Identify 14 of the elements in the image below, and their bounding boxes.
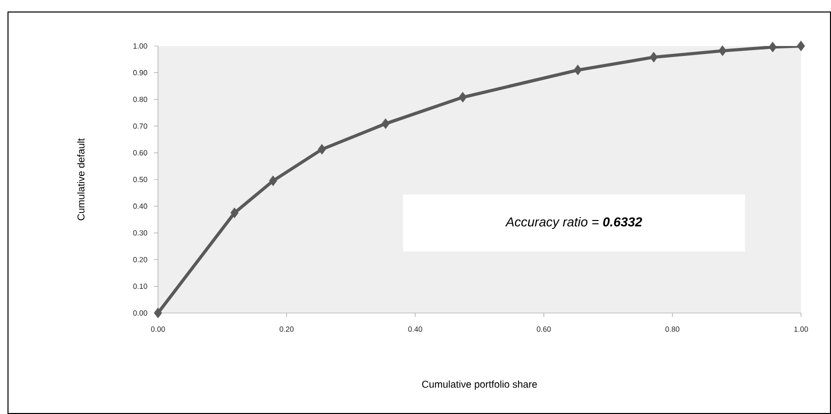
point [458, 92, 467, 103]
y-axis-title: Cumulative default [77, 138, 84, 220]
point [382, 118, 390, 129]
point [154, 308, 162, 318]
point [650, 52, 658, 62]
x-axis-title: Cumulative portfolio share [422, 380, 537, 390]
point [797, 40, 806, 52]
point [318, 144, 326, 155]
annotation: Accuracy ratio = 0.6332 [505, 216, 642, 230]
point [230, 208, 239, 218]
point [768, 42, 777, 52]
point [718, 46, 727, 56]
point [269, 176, 278, 186]
point [574, 64, 582, 76]
